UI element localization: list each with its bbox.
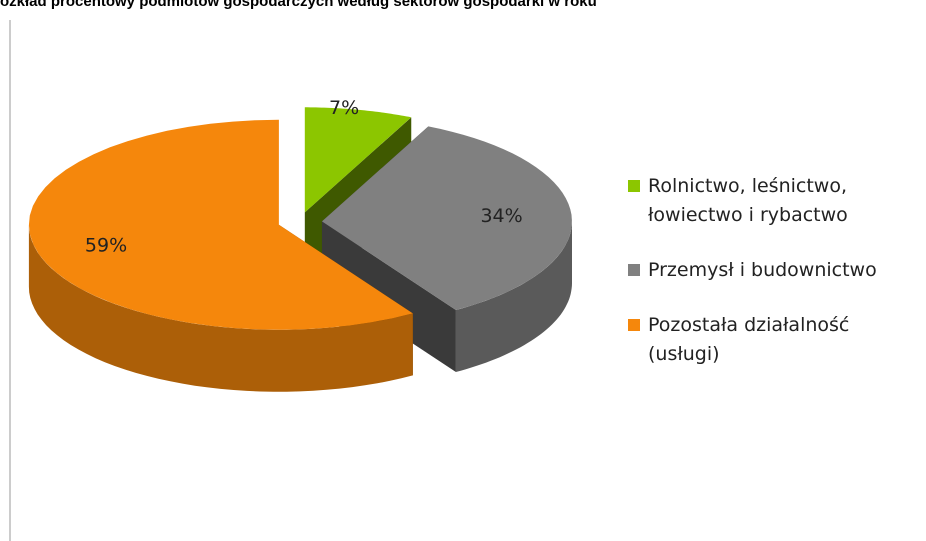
slice (321, 126, 572, 311)
legend-swatch (628, 264, 640, 276)
legend-item: Rolnictwo, leśnictwo, łowiectwo i rybact… (628, 172, 918, 230)
legend-label: Rolnictwo, leśnictwo, łowiectwo i rybact… (648, 175, 848, 226)
slice (304, 107, 412, 213)
slice-wall (28, 224, 413, 392)
chart-title: ozkład procentowy podmiotów gospodarczyc… (0, 0, 597, 10)
legend-swatch (628, 319, 640, 331)
legend-swatch (628, 180, 640, 192)
legend-label: Pozostała działalność (usługi) (648, 314, 850, 365)
legend-item: Przemysł i budownictwo (628, 256, 918, 285)
legend: Rolnictwo, leśnictwo, łowiectwo i rybact… (628, 172, 918, 395)
data-label: 59% (85, 234, 127, 256)
data-label: 7% (329, 97, 359, 119)
legend-item: Pozostała działalność (usługi) (628, 311, 918, 369)
slice (28, 119, 413, 330)
legend-label: Przemysł i budownictwo (648, 259, 877, 281)
data-label: 34% (480, 205, 522, 227)
slice-side (321, 221, 456, 373)
slice-wall (455, 221, 572, 372)
